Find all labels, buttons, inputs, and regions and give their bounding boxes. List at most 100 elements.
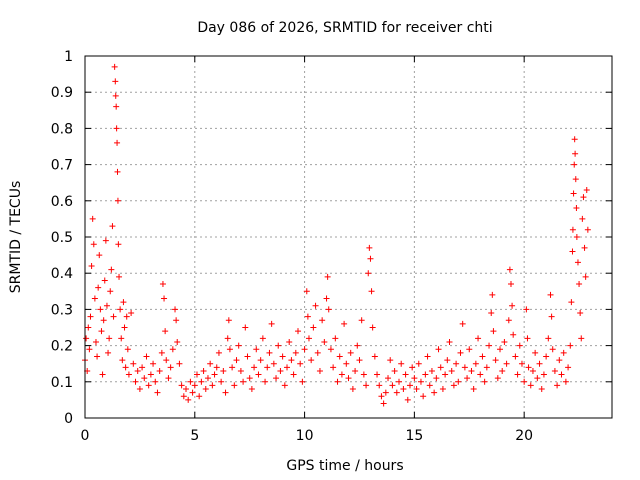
data-point (220, 367, 227, 374)
data-point (387, 357, 394, 364)
data-point (583, 186, 590, 193)
data-point (330, 364, 337, 371)
data-point (124, 346, 131, 353)
data-point (572, 176, 579, 183)
data-point (568, 299, 575, 306)
data-point (509, 302, 516, 309)
data-point (567, 342, 574, 349)
data-point (374, 371, 381, 378)
data-point (488, 310, 495, 317)
data-point (514, 371, 521, 378)
data-point (167, 364, 174, 371)
data-point (422, 371, 429, 378)
data-point (524, 335, 531, 342)
data-point (218, 378, 225, 385)
data-point (332, 335, 339, 342)
data-point (501, 338, 508, 345)
data-point (431, 389, 438, 396)
data-point (110, 313, 117, 320)
data-point (442, 371, 449, 378)
data-point (213, 364, 220, 371)
data-point (92, 338, 99, 345)
data-point (486, 342, 493, 349)
data-point (161, 295, 168, 302)
data-point (376, 382, 383, 389)
data-point (132, 378, 139, 385)
x-tick-labels: 0 5 10 15 20 (81, 428, 534, 444)
data-point (565, 364, 572, 371)
data-point (147, 371, 154, 378)
data-point (286, 338, 293, 345)
data-point (367, 255, 374, 262)
data-point (490, 328, 497, 335)
data-point (98, 328, 105, 335)
data-point (389, 382, 396, 389)
chart-title: Day 086 of 2026, SRMTID for receiver cht… (197, 20, 492, 36)
data-point (437, 364, 444, 371)
data-point (516, 342, 523, 349)
data-point (347, 349, 354, 356)
data-point (231, 382, 238, 389)
data-point (470, 386, 477, 393)
data-point (579, 215, 586, 222)
data-point (106, 335, 113, 342)
data-point (571, 136, 578, 143)
data-point (253, 346, 260, 353)
data-point (492, 357, 499, 364)
data-point (435, 346, 442, 353)
data-point (207, 360, 214, 367)
data-point (284, 364, 291, 371)
data-point (527, 382, 534, 389)
data-point (275, 342, 282, 349)
data-point (109, 223, 116, 230)
data-point (574, 259, 581, 266)
data-point (88, 262, 95, 269)
data-point (481, 378, 488, 385)
data-point (120, 299, 127, 306)
data-point (244, 353, 251, 360)
data-point (196, 393, 203, 400)
data-point (235, 342, 242, 349)
data-point (545, 335, 552, 342)
x-tick-label: 5 (190, 428, 199, 444)
data-point (551, 367, 558, 374)
data-point (494, 375, 501, 382)
data-point (255, 371, 262, 378)
data-point (369, 324, 376, 331)
data-point (556, 357, 563, 364)
y-tick-label: 0.5 (51, 230, 73, 246)
data-point (174, 338, 181, 345)
data-point (308, 357, 315, 364)
y-tick-label: 0.2 (51, 339, 73, 355)
data-point (334, 378, 341, 385)
data-point (356, 357, 363, 364)
data-point (152, 378, 159, 385)
data-point (281, 382, 288, 389)
data-point (204, 375, 211, 382)
data-point (393, 389, 400, 396)
data-point (439, 386, 446, 393)
data-point (288, 357, 295, 364)
data-point (581, 244, 588, 251)
data-point (503, 360, 510, 367)
data-point (86, 346, 93, 353)
data-point (345, 375, 352, 382)
data-point (549, 346, 556, 353)
data-point (426, 382, 433, 389)
data-point (409, 364, 416, 371)
data-point (391, 367, 398, 374)
data-point (96, 252, 103, 259)
data-point (475, 335, 482, 342)
data-point (543, 353, 550, 360)
data-point (305, 335, 312, 342)
data-point (368, 288, 375, 295)
data-point (299, 378, 306, 385)
data-point (341, 320, 348, 327)
data-point (113, 103, 120, 110)
data-point (136, 386, 143, 393)
data-point (584, 226, 591, 233)
data-point (457, 349, 464, 356)
data-point (103, 302, 110, 309)
y-tick-label: 0.6 (51, 194, 73, 210)
